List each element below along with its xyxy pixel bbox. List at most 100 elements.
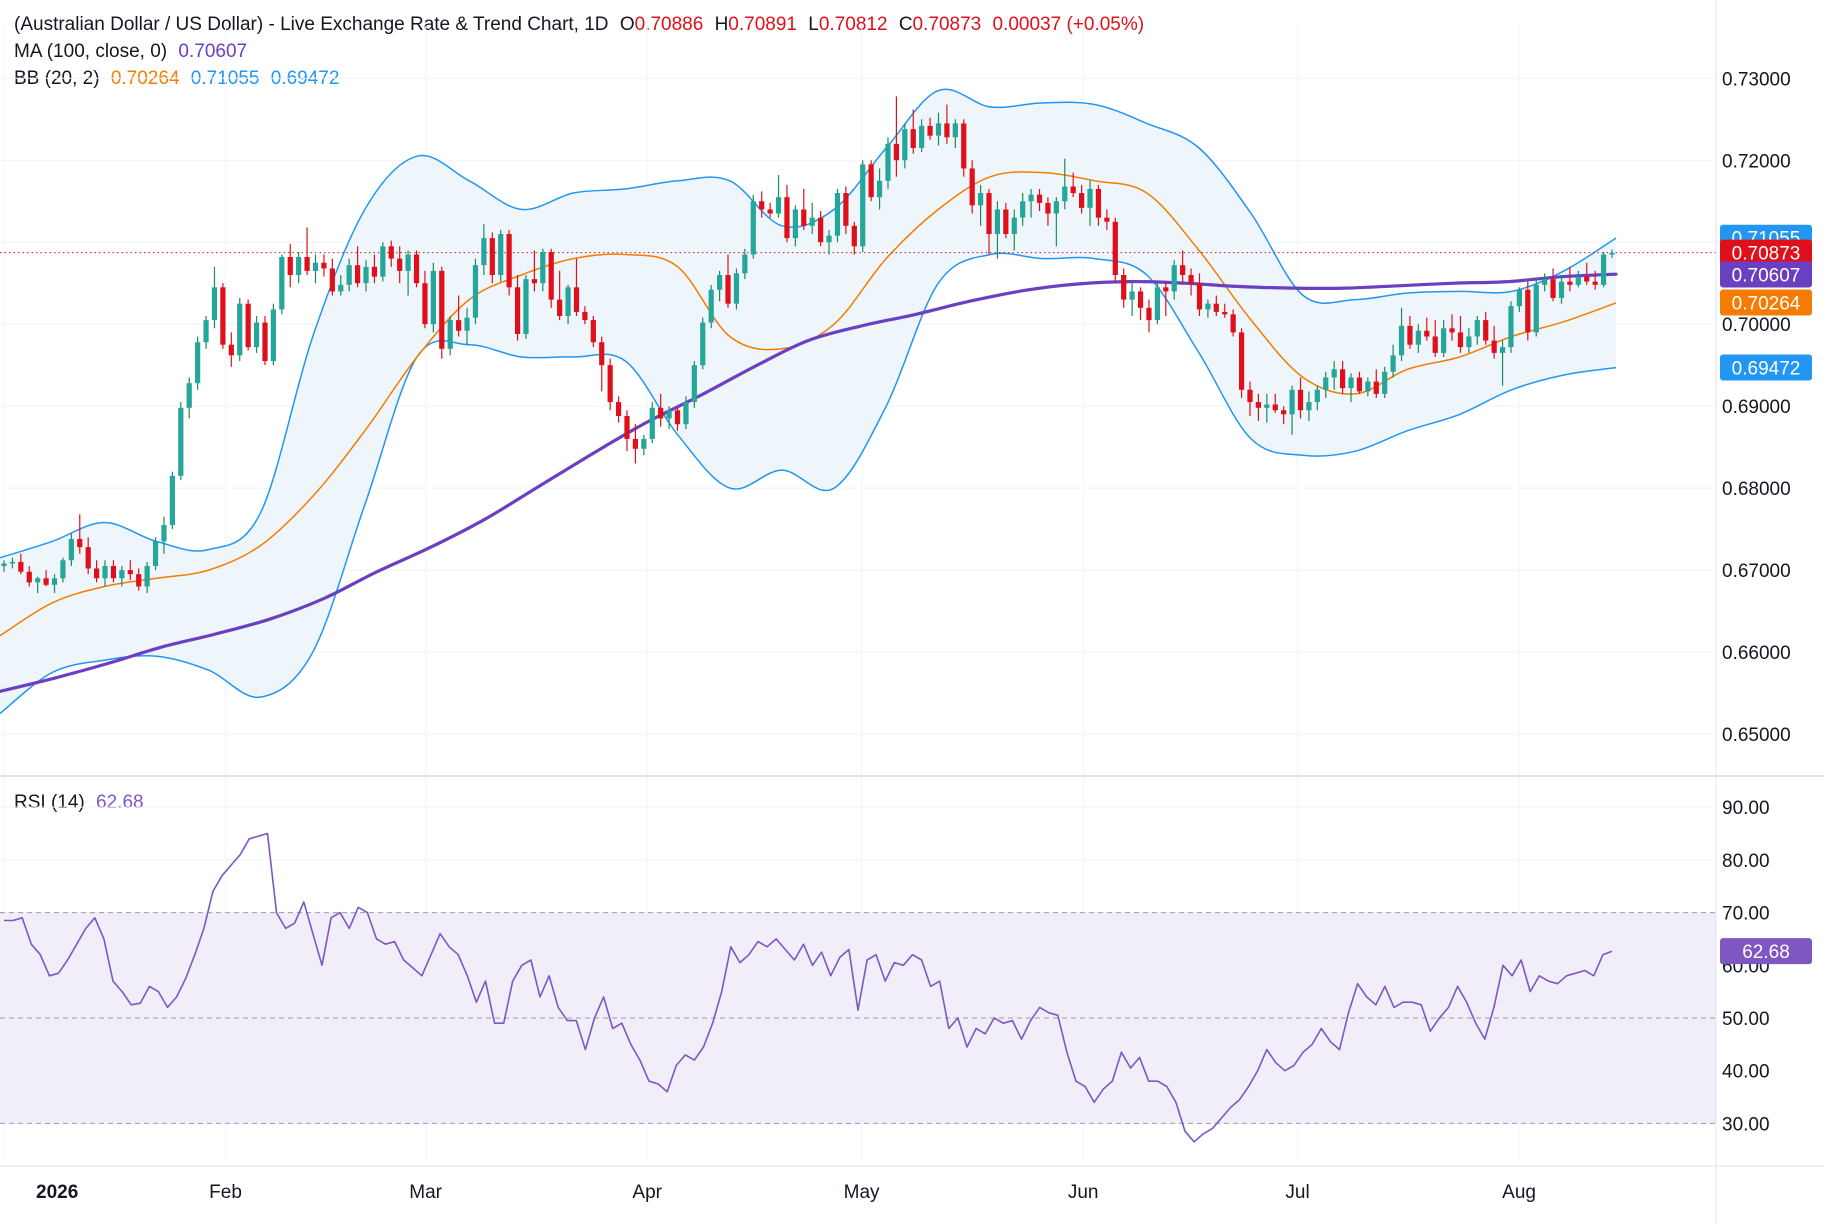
candle-body <box>1222 311 1228 315</box>
candle-body <box>1205 303 1211 310</box>
candle <box>1356 371 1363 394</box>
candle-body <box>1020 201 1026 218</box>
candle <box>346 258 352 292</box>
candle <box>641 434 647 456</box>
candle-body <box>1600 254 1607 285</box>
candle-body <box>1575 276 1581 285</box>
candle <box>1609 249 1615 258</box>
candle <box>910 109 916 154</box>
candle <box>1483 311 1489 345</box>
candle-body <box>456 320 462 331</box>
candle-body <box>1003 209 1009 235</box>
candle <box>430 262 436 333</box>
candle-body <box>1331 369 1337 378</box>
candle-body <box>1230 314 1236 333</box>
candle-body <box>397 258 403 271</box>
candle <box>708 284 714 329</box>
candle <box>413 250 420 288</box>
candle <box>1045 197 1051 226</box>
candle <box>919 119 925 153</box>
candle-body <box>599 342 605 366</box>
candle <box>102 560 108 587</box>
candle <box>489 232 495 284</box>
candle <box>573 258 580 316</box>
candle <box>977 184 984 226</box>
candle-body <box>1281 410 1287 415</box>
candle <box>1542 273 1548 292</box>
candle <box>826 229 832 255</box>
candle <box>843 186 849 235</box>
price-tag-label: 0.69472 <box>1732 358 1801 379</box>
candle-body <box>203 320 209 343</box>
candle-body <box>902 129 908 161</box>
candle <box>1264 393 1270 423</box>
candle-body <box>102 565 108 579</box>
candle-body <box>1112 221 1118 276</box>
candle-body <box>1163 287 1169 292</box>
high-value: H0.70891 <box>714 14 797 35</box>
candle <box>952 119 958 148</box>
candle <box>380 242 386 282</box>
rsi-tick-label: 90.00 <box>1722 798 1770 819</box>
candle <box>422 270 428 329</box>
candle <box>624 410 630 452</box>
price-tick-label: 0.70000 <box>1722 315 1791 336</box>
candle-body <box>354 265 361 284</box>
candle-body <box>1129 291 1135 300</box>
candle <box>1121 268 1127 308</box>
candle-body <box>506 234 512 288</box>
candle <box>1441 320 1447 357</box>
candle <box>742 248 748 280</box>
candle <box>1230 309 1236 337</box>
candle <box>110 560 117 583</box>
candle-body <box>287 256 293 276</box>
candle <box>1398 307 1405 362</box>
candle <box>464 307 470 345</box>
candle-body <box>1592 281 1598 285</box>
date-tick-label: Apr <box>632 1182 662 1203</box>
candle <box>607 358 613 411</box>
candle-body <box>1365 381 1371 392</box>
rsi-tick-label: 40.00 <box>1722 1062 1770 1083</box>
candle-body <box>1171 265 1177 292</box>
candle <box>590 315 596 348</box>
price-tag: 0.70873 <box>1720 239 1812 266</box>
candle <box>1600 252 1607 288</box>
candle <box>186 377 192 419</box>
candle <box>456 295 462 337</box>
candle-body <box>422 283 428 325</box>
candle <box>1382 366 1388 398</box>
candle <box>203 315 209 349</box>
candle-body <box>1070 186 1076 194</box>
candle-body <box>1028 194 1034 202</box>
candle <box>1180 250 1186 284</box>
candle <box>472 258 479 325</box>
bb-band-fill <box>0 89 1616 714</box>
candle <box>439 266 445 359</box>
candle <box>1196 273 1203 316</box>
price-tick-label: 0.68000 <box>1722 479 1791 500</box>
candle <box>270 303 277 366</box>
candle <box>447 315 453 356</box>
candle-body <box>1390 355 1396 372</box>
date-tick-label: 2026 <box>36 1182 78 1203</box>
chart-title: (Australian Dollar / US Dollar) - Live E… <box>14 14 609 35</box>
price-tag-box <box>1720 239 1812 266</box>
candle-body <box>51 578 58 585</box>
candle-body <box>573 287 580 312</box>
candle <box>312 254 319 284</box>
candle <box>674 407 681 431</box>
candle <box>1525 281 1531 341</box>
candle <box>885 137 891 189</box>
candle <box>1516 287 1523 312</box>
price-tick-label: 0.67000 <box>1722 561 1791 582</box>
candle <box>1331 361 1337 390</box>
candle-body <box>910 129 916 148</box>
candle-body <box>1609 252 1615 255</box>
candle-body <box>1011 217 1017 235</box>
rsi-value: 62.68 <box>96 792 144 813</box>
candle-body <box>607 365 613 403</box>
candle <box>1272 393 1278 413</box>
candle-body <box>1314 389 1320 403</box>
